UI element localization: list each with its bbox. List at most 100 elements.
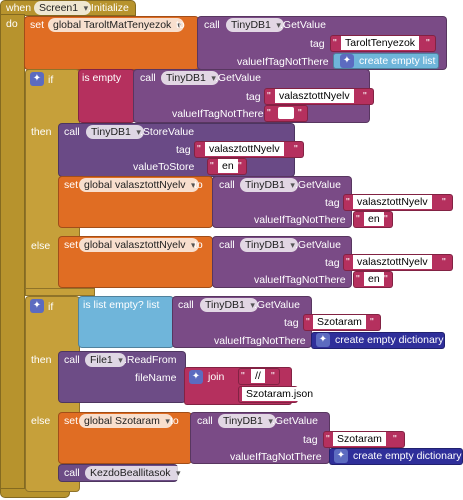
en-text-value-1[interactable]: en: [218, 159, 238, 173]
set-label-3: set: [64, 239, 79, 251]
dict-mutator-gear-icon-2[interactable]: ✦: [334, 449, 348, 463]
call-label-7: call: [64, 354, 80, 366]
quote-open: ": [346, 196, 350, 208]
tag-label-5: tag: [325, 257, 340, 269]
quote-open: ": [346, 256, 350, 268]
call-label-8: call: [197, 415, 213, 427]
if-block-1-footer: [25, 288, 95, 296]
tinydb1-dropdown-7[interactable]: TinyDB1: [218, 414, 276, 428]
getvalue-label-5: .GetValue: [295, 239, 341, 251]
tinydb1-dropdown-5[interactable]: TinyDB1: [240, 238, 298, 252]
call-label-9: call: [64, 467, 80, 479]
quote-close: ": [271, 370, 275, 382]
join-mutator-gear-icon[interactable]: ✦: [189, 370, 203, 384]
tag-label-4: tag: [325, 197, 340, 209]
quote-close: ": [363, 90, 367, 102]
valueiftagnotthere-label: valueIfTagNotThere: [237, 56, 329, 68]
getvalue-label-6: .GetValue: [254, 299, 300, 311]
to-label-4: to: [170, 415, 179, 427]
tag-label-7: tag: [303, 434, 318, 446]
szotaram-text-value-1[interactable]: Szotaram: [313, 315, 366, 329]
slash-text-value[interactable]: //: [251, 369, 265, 383]
szotaram-var-dropdown[interactable]: global Szotaram: [79, 414, 173, 428]
create-empty-list-block[interactable]: [333, 53, 439, 69]
to-label-3: to: [194, 239, 203, 251]
readfrom-label: .ReadFrom: [124, 354, 177, 366]
when-label: when: [6, 2, 32, 14]
szotaram-json-text-value[interactable]: Szotaram.json: [242, 387, 318, 401]
then-label-2: then: [31, 354, 52, 366]
quote-open: ": [241, 370, 245, 382]
empty-text-value[interactable]: [278, 107, 294, 119]
quote-close: ": [426, 37, 430, 49]
to-label-2: to: [194, 179, 203, 191]
set-label: set: [30, 19, 45, 31]
quote-close: ": [370, 316, 374, 328]
valasztott-text-value-4[interactable]: valasztottNyelv: [353, 255, 432, 269]
tarolt-text-value[interactable]: TaroltTenyezok: [341, 36, 420, 50]
create-empty-dictionary-block-1[interactable]: [311, 332, 445, 349]
if-label-2: if: [48, 301, 54, 313]
else-label-2: else: [31, 415, 51, 427]
is-empty-block[interactable]: [78, 69, 135, 123]
event-block-body: [0, 14, 25, 492]
quote-open: ": [326, 433, 330, 445]
valueiftagnotthere-label-2: valueIfTagNotThere: [172, 108, 264, 120]
valasztott-var-dropdown-1[interactable]: global valasztottNyelv: [79, 178, 199, 192]
valueiftagnotthere-label-4: valueIfTagNotThere: [254, 274, 346, 286]
quote-open: ": [267, 107, 271, 119]
valasztott-text-value-2[interactable]: valasztottNyelv: [205, 142, 284, 156]
quote-open: ": [333, 37, 337, 49]
to-label: to: [176, 19, 185, 31]
quote-close: ": [393, 433, 397, 445]
call-label-5: call: [219, 239, 235, 251]
quote-open: ": [210, 160, 214, 172]
initialize-label: .Initialize: [88, 2, 129, 14]
quote-close: ": [384, 213, 388, 225]
tinydb1-dropdown[interactable]: TinyDB1: [226, 18, 284, 32]
tag-label-2: tag: [246, 91, 261, 103]
quote-close: ": [384, 273, 388, 285]
tag-label-6: tag: [284, 317, 299, 329]
if-label: if: [48, 74, 54, 86]
join-label: join: [208, 371, 225, 383]
tinydb1-dropdown-3[interactable]: TinyDB1: [86, 125, 144, 139]
mutator-gear-icon[interactable]: ✦: [340, 54, 354, 68]
tinydb-getvalue-block-5[interactable]: [172, 296, 312, 348]
quote-open: ": [356, 213, 360, 225]
filename-label: fileName: [135, 372, 177, 384]
then-label: then: [31, 126, 52, 138]
tinydb1-dropdown-6[interactable]: TinyDB1: [200, 298, 258, 312]
tag-label: tag: [310, 38, 325, 50]
is-list-empty-block[interactable]: [78, 296, 174, 348]
is-empty-label: is empty: [82, 72, 122, 84]
valasztott-var-dropdown-2[interactable]: global valasztottNyelv: [79, 238, 199, 252]
en-text-value-3[interactable]: en: [364, 272, 384, 286]
valasztott-text-value[interactable]: valasztottNyelv: [275, 89, 354, 103]
quote-open: ": [197, 143, 201, 155]
valasztott-text-value-3[interactable]: valasztottNyelv: [353, 195, 432, 209]
szotaram-text-value-2[interactable]: Szotaram: [333, 432, 386, 446]
storevalue-label: .StoreValue: [140, 126, 195, 138]
if-mutator-gear-icon-2[interactable]: ✦: [30, 299, 44, 313]
call-label: call: [204, 19, 220, 31]
quote-open: ": [306, 316, 310, 328]
if-mutator-gear-icon[interactable]: ✦: [30, 72, 44, 86]
create-empty-dictionary-label-2: create empty dictionary: [353, 450, 462, 462]
tarolt-var-dropdown[interactable]: global TaroltMatTenyezok: [48, 18, 185, 32]
tinydb1-dropdown-4[interactable]: TinyDB1: [240, 178, 298, 192]
screen1-dropdown[interactable]: Screen1: [34, 1, 92, 15]
dict-mutator-gear-icon-1[interactable]: ✦: [316, 333, 330, 347]
tag-label-3: tag: [176, 144, 191, 156]
en-text-value-2[interactable]: en: [364, 212, 384, 226]
tinydb1-dropdown-2[interactable]: TinyDB1: [161, 71, 219, 85]
call-label-4: call: [219, 179, 235, 191]
quote-close: ": [442, 196, 446, 208]
do-label: do: [6, 18, 18, 30]
getvalue-label-2: .GetValue: [215, 72, 261, 84]
file1-dropdown[interactable]: File1: [85, 353, 126, 367]
quote-close: ": [294, 143, 298, 155]
getvalue-label: .GetValue: [280, 19, 326, 31]
set-label-4: set: [64, 415, 79, 427]
kezdobeallitasok-dropdown[interactable]: KezdoBeallitasok: [85, 466, 184, 480]
